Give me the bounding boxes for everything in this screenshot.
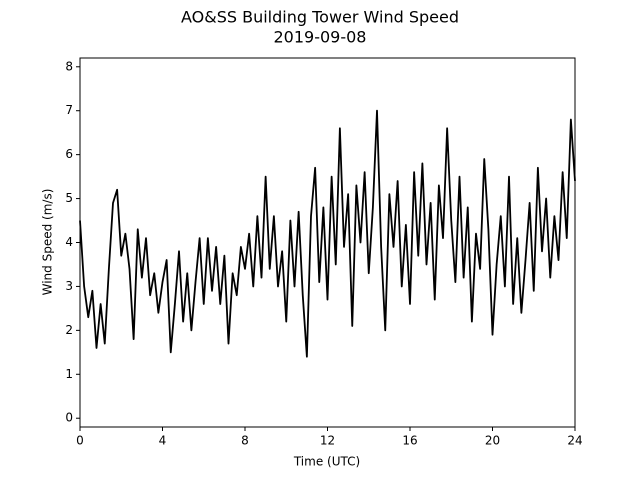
y-tick-label: 0 — [65, 411, 73, 425]
y-axis-label: Wind Speed (m/s) — [41, 189, 55, 296]
data-line — [79, 109, 576, 358]
x-tick-label: 12 — [320, 434, 335, 448]
y-tick-label: 2 — [65, 323, 73, 337]
x-axis-label: Time (UTC) — [293, 455, 360, 469]
plot-frame — [79, 57, 576, 428]
y-tick-label: 3 — [65, 279, 73, 293]
x-tick-label: 20 — [485, 434, 500, 448]
x-tick-label: 16 — [402, 434, 417, 448]
chart-title: AO&SS Building Tower Wind Speed — [181, 8, 459, 27]
x-tick-label: 4 — [159, 434, 167, 448]
chart-subtitle: 2019-09-08 — [274, 28, 367, 47]
x-tick-label: 0 — [76, 434, 84, 448]
y-tick-label: 7 — [65, 103, 73, 117]
y-tick-label: 1 — [65, 367, 73, 381]
x-tick-label: 24 — [567, 434, 582, 448]
x-tick-label: 8 — [241, 434, 249, 448]
y-tick-label: 5 — [65, 191, 73, 205]
y-tick-label: 6 — [65, 147, 73, 161]
y-tick-label: 4 — [65, 235, 73, 249]
y-tick-label: 8 — [65, 59, 73, 73]
